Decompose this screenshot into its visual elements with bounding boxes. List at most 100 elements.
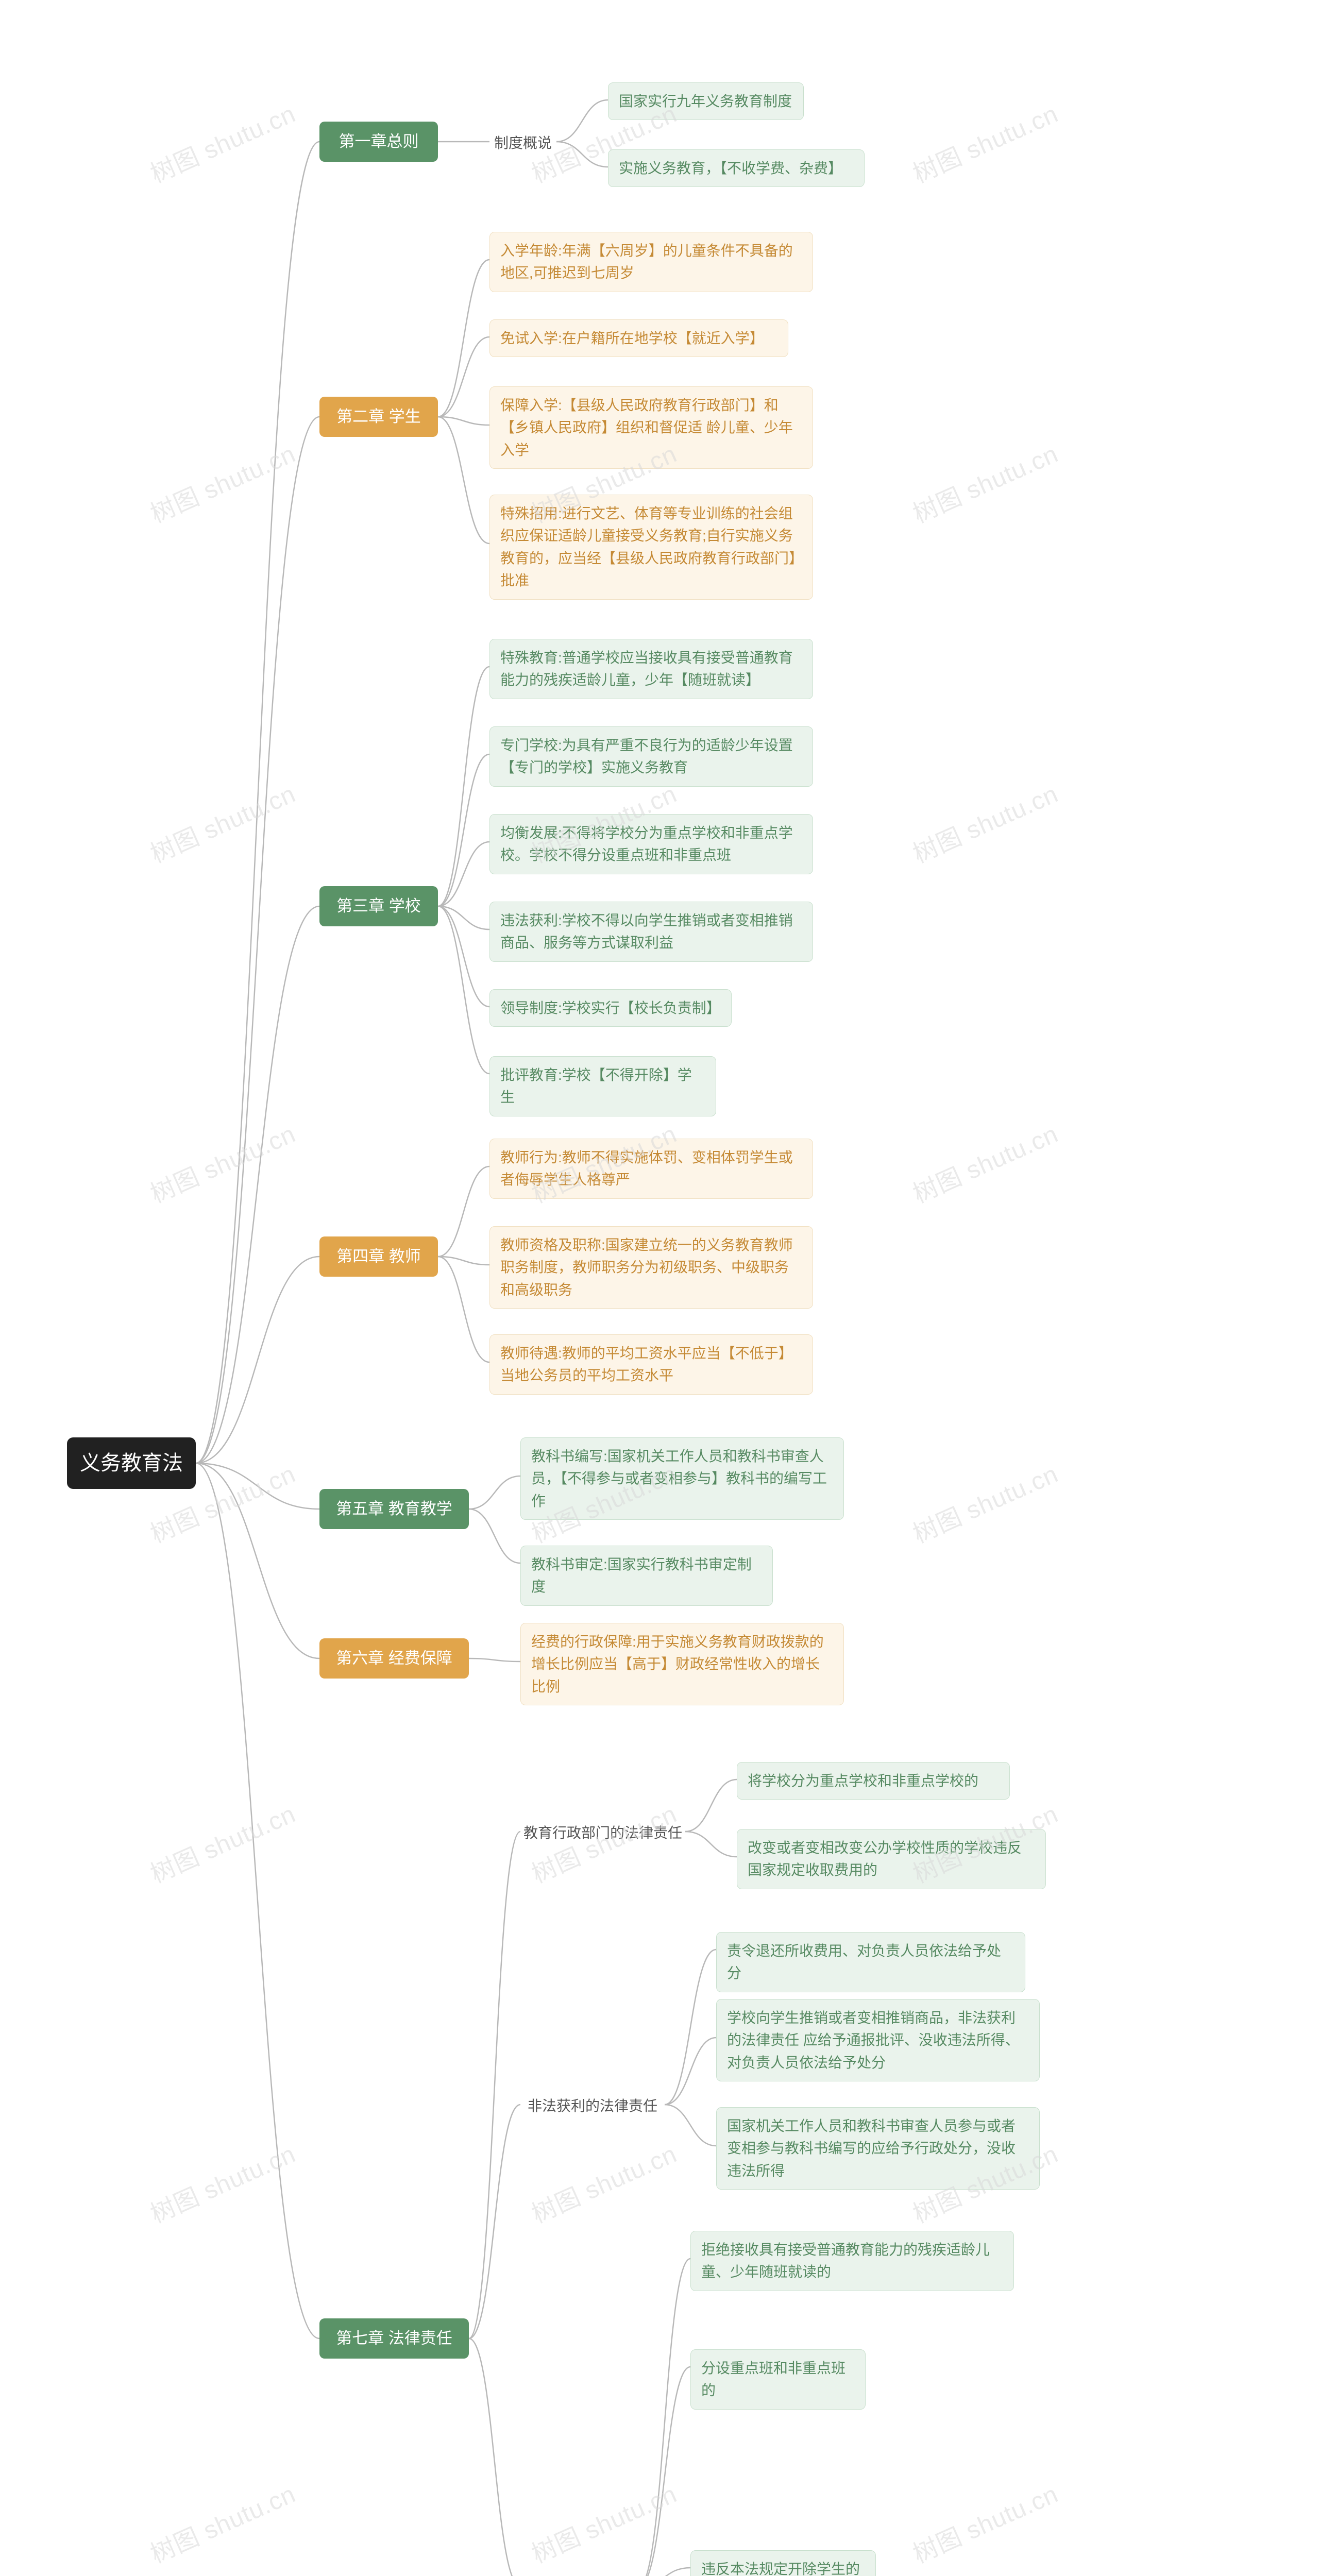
node-c7m2[interactable]: 非法获利的法律责任 — [520, 2092, 665, 2120]
link-root-c1 — [196, 142, 319, 1463]
node-label: 批评教育:学校【不得开除】学生 — [500, 1064, 705, 1109]
node-c3d[interactable]: 违法获利:学校不得以向学生推销或者变相推销商品、服务等方式谋取利益 — [489, 902, 813, 962]
link-c7m2-c7m2c — [665, 2105, 716, 2146]
link-c1m-c1a — [556, 100, 608, 142]
link-root-c6 — [196, 1463, 319, 1658]
node-label: 第七章 法律责任 — [336, 2326, 452, 2351]
node-label: 第一章总则 — [339, 129, 419, 154]
link-c2-c2a — [438, 260, 489, 417]
link-c1m-c1b — [556, 142, 608, 167]
watermark: 树图 shutu.cn — [906, 1114, 1063, 1210]
link-c3-c3a — [438, 667, 489, 906]
node-c7m1[interactable]: 教育行政部门的法律责任 — [520, 1819, 685, 1847]
node-c5a[interactable]: 教科书编写:国家机关工作人员和教科书审查人员，【不得参与或者变相参与】教科书的编… — [520, 1437, 844, 1520]
link-c2-c2d — [438, 417, 489, 544]
mindmap-canvas: 树图 shutu.cn 树图 shutu.cn 树图 shutu.cn 树图 shut… — [0, 0, 1319, 2576]
watermark: 树图 shutu.cn — [525, 2474, 682, 2570]
node-c7m3b[interactable]: 违反本法规定开除学生的 — [690, 2550, 876, 2576]
node-c4[interactable]: 第四章 教师 — [319, 1236, 438, 1277]
node-label: 教师行为:教师不得实施体罚、变相体罚学生或者侮辱学生人格尊严 — [500, 1146, 802, 1191]
node-label: 非法获利的法律责任 — [528, 2095, 657, 2117]
link-root-c5 — [196, 1463, 319, 1509]
watermark: 树图 shutu.cn — [906, 774, 1063, 870]
node-label: 教师待遇:教师的平均工资水平应当【不低于】当地公务员的平均工资水平 — [500, 1342, 802, 1387]
node-c1m[interactable]: 制度概说 — [489, 129, 556, 157]
node-c7[interactable]: 第七章 法律责任 — [319, 2318, 469, 2359]
node-c6a[interactable]: 经费的行政保障:用于实施义务教育财政拨款的增长比例应当【高于】财政经常性收入的增… — [520, 1623, 844, 1705]
node-label: 义务教育法 — [80, 1447, 183, 1479]
node-label: 将学校分为重点学校和非重点学校的 — [748, 1770, 978, 1792]
node-c7m2a[interactable]: 责令退还所收费用、对负责人员依法给予处分 — [716, 1932, 1025, 1992]
node-c1[interactable]: 第一章总则 — [319, 122, 438, 162]
node-c5[interactable]: 第五章 教育教学 — [319, 1489, 469, 1529]
node-c3f[interactable]: 批评教育:学校【不得开除】学生 — [489, 1056, 716, 1116]
link-c7m3-c7m3aa — [639, 2367, 690, 2576]
node-c4b[interactable]: 教师资格及职称:国家建立统一的义务教育教师职务制度，教师职务分为初级职务、中级职… — [489, 1226, 813, 1309]
node-label: 分设重点班和非重点班的 — [701, 2357, 855, 2402]
node-c2c[interactable]: 保障入学:【县级人民政府教育行政部门】和【乡镇人民政府】组织和督促适 龄儿童、少… — [489, 386, 813, 469]
node-c2b[interactable]: 免试入学:在户籍所在地学校【就近入学】 — [489, 319, 788, 357]
node-c5b[interactable]: 教科书审定:国家实行教科书审定制度 — [520, 1546, 773, 1606]
link-c7m1-c7m1a — [685, 1780, 737, 1832]
node-c7m1a[interactable]: 将学校分为重点学校和非重点学校的 — [737, 1762, 1010, 1800]
node-label: 教科书编写:国家机关工作人员和教科书审查人员，【不得参与或者变相参与】教科书的编… — [531, 1445, 833, 1512]
node-label: 特殊招用:进行文艺、体育等专业训练的社会组织应保证适龄儿童接受义务教育;自行实施… — [500, 502, 802, 592]
link-c7m3-c7m3b — [639, 2568, 690, 2576]
link-c7-c7m1 — [469, 1832, 520, 2338]
node-label: 入学年龄:年满【六周岁】的儿童条件不具备的地区,可推迟到七周岁 — [500, 240, 802, 284]
link-c6-c6a — [469, 1658, 520, 1662]
node-c2[interactable]: 第二章 学生 — [319, 397, 438, 437]
node-label: 第五章 教育教学 — [336, 1497, 452, 1521]
link-c3-c3b — [438, 754, 489, 906]
node-c7m2c[interactable]: 国家机关工作人员和教科书审查人员参与或者变相参与教科书编写的应给予行政处分，没收… — [716, 2107, 1040, 2190]
node-label: 专门学校:为具有严重不良行为的适龄少年设置【专门的学校】实施义务教育 — [500, 734, 802, 779]
link-root-c3 — [196, 906, 319, 1463]
link-c3-c3c — [438, 842, 489, 906]
node-c7m1b[interactable]: 改变或者变相改变公办学校性质的学校违反国家规定收取费用的 — [737, 1829, 1046, 1889]
watermark: 树图 shutu.cn — [906, 2474, 1063, 2570]
node-label: 第三章 学校 — [336, 894, 421, 919]
node-label: 教科书审定:国家实行教科书审定制度 — [531, 1553, 762, 1598]
node-label: 领导制度:学校实行【校长负责制】 — [500, 997, 721, 1019]
node-c3c[interactable]: 均衡发展:不得将学校分为重点学校和非重点学校。学校不得分设重点班和非重点班 — [489, 814, 813, 874]
node-c4a[interactable]: 教师行为:教师不得实施体罚、变相体罚学生或者侮辱学生人格尊严 — [489, 1139, 813, 1199]
watermark: 树图 shutu.cn — [144, 1114, 300, 1210]
node-label: 第六章 经费保障 — [336, 1646, 452, 1671]
node-c6[interactable]: 第六章 经费保障 — [319, 1638, 469, 1679]
node-c7m3a[interactable]: 拒绝接收具有接受普通教育能力的残疾适龄儿童、少年随班就读的 — [690, 2231, 1014, 2291]
node-c3b[interactable]: 专门学校:为具有严重不良行为的适龄少年设置【专门的学校】实施义务教育 — [489, 726, 813, 787]
link-c7m2-c7m2a — [665, 1950, 716, 2105]
watermark: 树图 shutu.cn — [906, 434, 1063, 530]
link-root-c2 — [196, 417, 319, 1463]
link-root-c7 — [196, 1463, 319, 2338]
watermark: 树图 shutu.cn — [144, 94, 300, 190]
node-label: 均衡发展:不得将学校分为重点学校和非重点学校。学校不得分设重点班和非重点班 — [500, 822, 802, 867]
link-c5-c5b — [469, 1509, 520, 1563]
node-c2a[interactable]: 入学年龄:年满【六周岁】的儿童条件不具备的地区,可推迟到七周岁 — [489, 232, 813, 292]
node-label: 免试入学:在户籍所在地学校【就近入学】 — [500, 327, 764, 349]
node-c2d[interactable]: 特殊招用:进行文艺、体育等专业训练的社会组织应保证适龄儿童接受义务教育;自行实施… — [489, 495, 813, 600]
node-c1a[interactable]: 国家实行九年义务教育制度 — [608, 82, 804, 120]
link-c7m1-c7m1b — [685, 1832, 737, 1857]
link-c3-c3f — [438, 906, 489, 1074]
node-label: 第二章 学生 — [336, 404, 421, 429]
node-c3[interactable]: 第三章 学校 — [319, 886, 438, 926]
node-c7m2b[interactable]: 学校向学生推销或者变相推销商品，非法获利的法律责任 应给予通报批评、没收违法所得… — [716, 1999, 1040, 2081]
node-c4c[interactable]: 教师待遇:教师的平均工资水平应当【不低于】当地公务员的平均工资水平 — [489, 1334, 813, 1395]
node-c1b[interactable]: 实施义务教育，【不收学费、杂费】 — [608, 149, 865, 187]
link-c7-c7m3 — [469, 2338, 520, 2576]
node-c3e[interactable]: 领导制度:学校实行【校长负责制】 — [489, 989, 732, 1027]
link-c4-c4a — [438, 1166, 489, 1257]
node-label: 违反本法规定开除学生的 — [701, 2558, 860, 2576]
watermark: 树图 shutu.cn — [144, 2134, 300, 2230]
node-c7m3aa[interactable]: 分设重点班和非重点班的 — [690, 2349, 866, 2410]
node-root[interactable]: 义务教育法 — [67, 1437, 196, 1489]
node-c3a[interactable]: 特殊教育:普通学校应当接收具有接受普通教育能力的残疾适龄儿童，少年【随班就读】 — [489, 639, 813, 699]
watermark: 树图 shutu.cn — [144, 1794, 300, 1890]
watermark: 树图 shutu.cn — [906, 94, 1063, 190]
link-c4-c4b — [438, 1257, 489, 1265]
node-label: 教师资格及职称:国家建立统一的义务教育教师职务制度，教师职务分为初级职务、中级职… — [500, 1234, 802, 1301]
node-label: 违法获利:学校不得以向学生推销或者变相推销商品、服务等方式谋取利益 — [500, 909, 802, 954]
node-c7m3[interactable]: 学校的法律责任 — [520, 2573, 639, 2576]
node-label: 教育行政部门的法律责任 — [523, 1822, 682, 1844]
